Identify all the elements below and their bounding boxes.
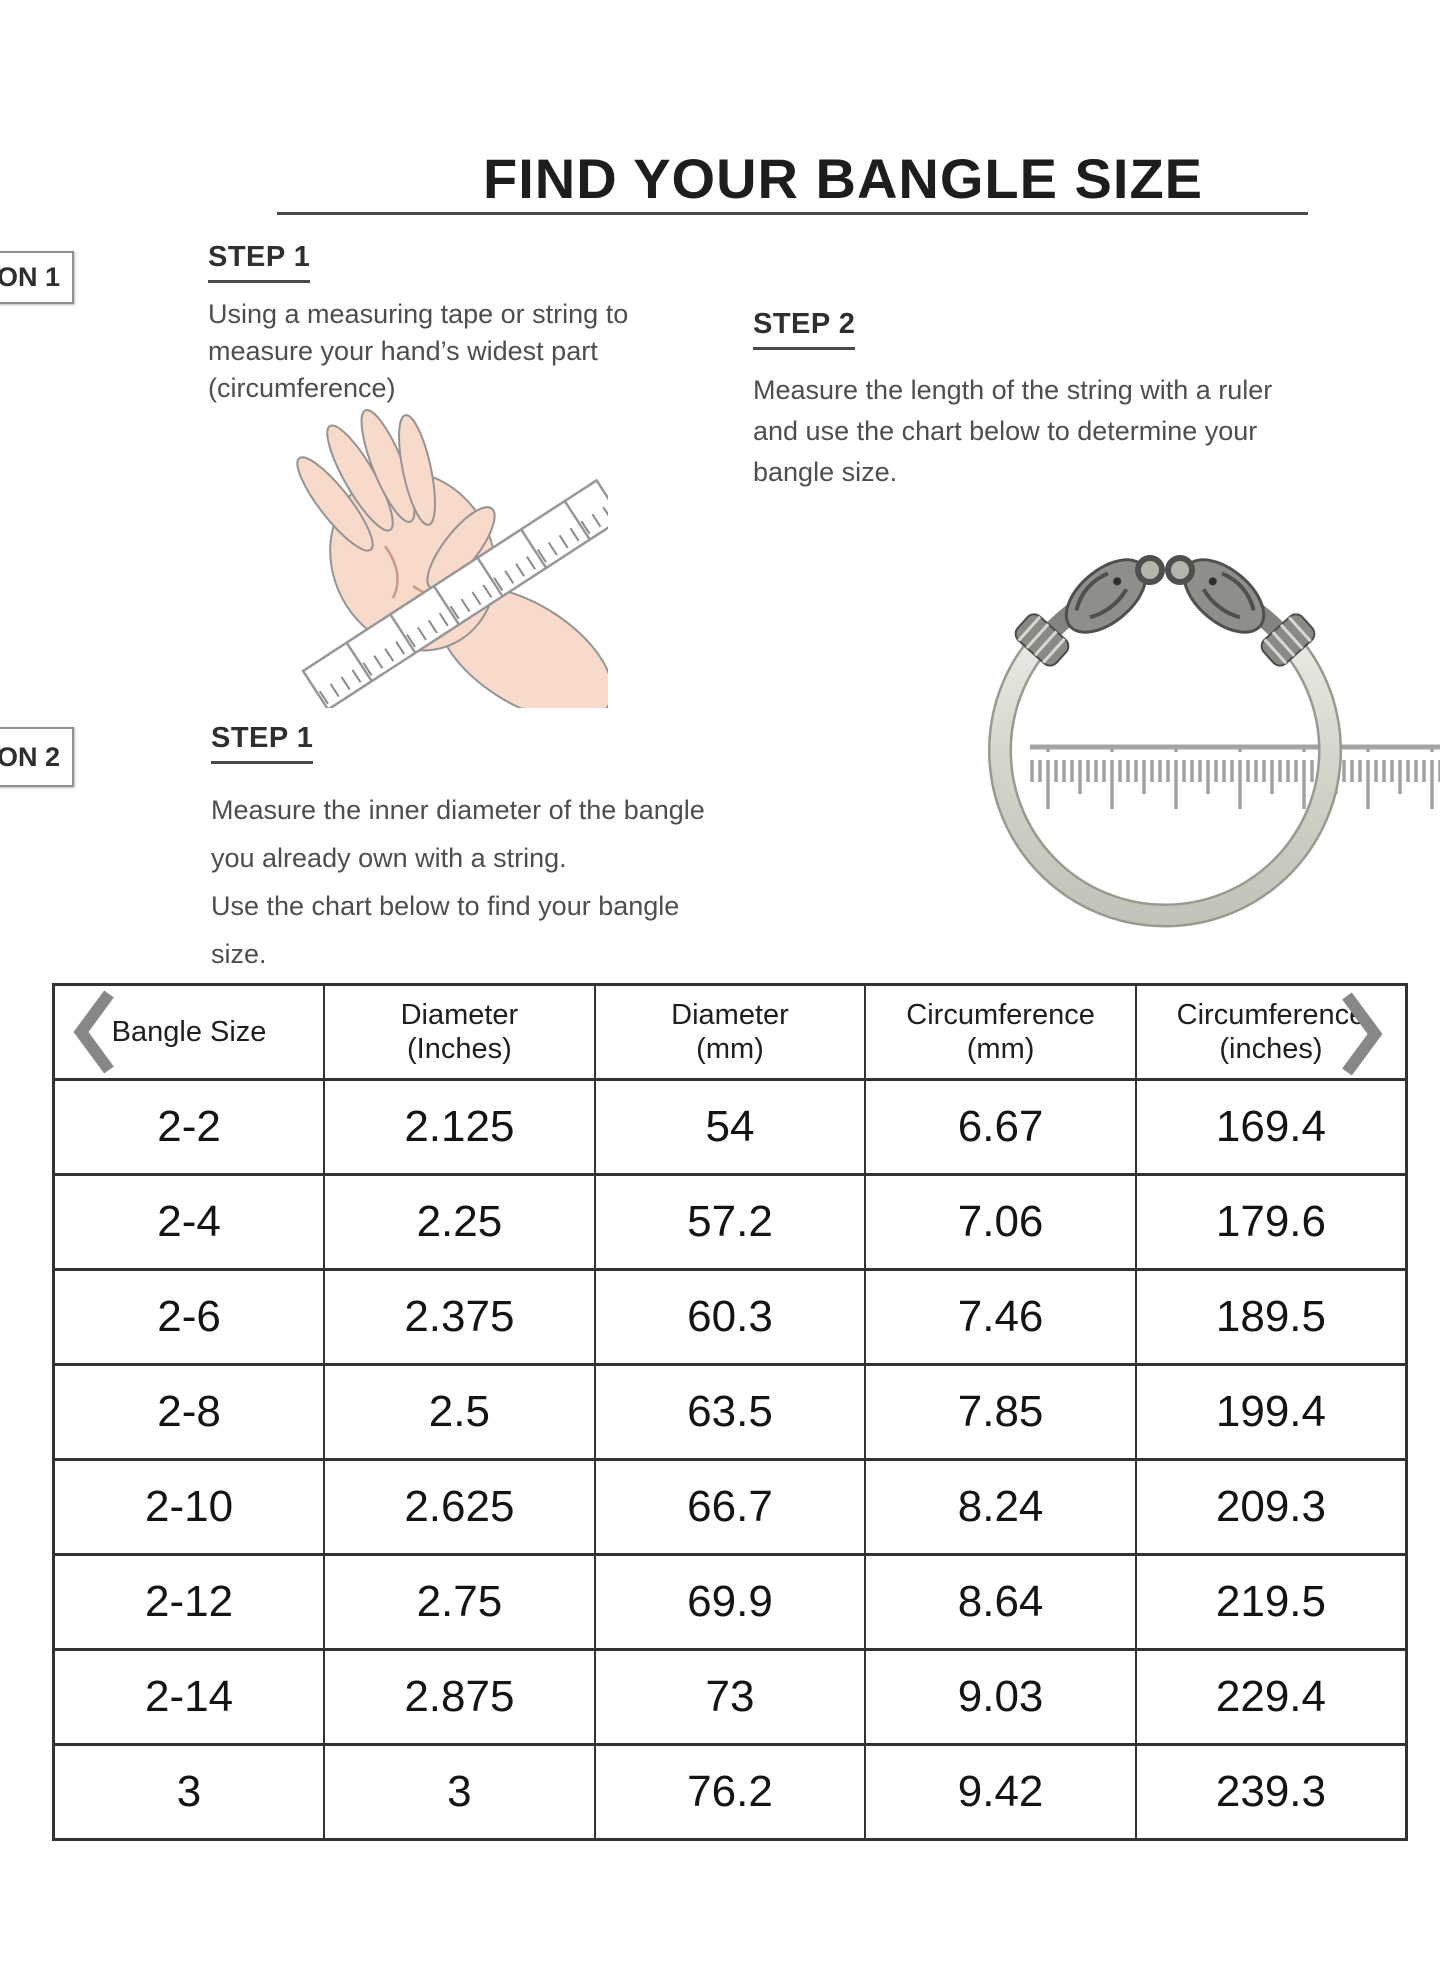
- trunk-curl-right: [1165, 555, 1195, 585]
- table-cell: 66.7: [593, 1458, 867, 1556]
- hand-measuring-tape-icon: [296, 409, 608, 708]
- table-cell: 2-12: [52, 1553, 326, 1651]
- table-cell: 2-14: [52, 1648, 326, 1746]
- prev-arrow-button[interactable]: [72, 988, 118, 1076]
- measuring-tape-icon: [301, 478, 608, 708]
- table-cell: 57.2: [593, 1173, 867, 1271]
- option1-badge: ON 1: [0, 251, 74, 304]
- table-row: 2-6 2.375 60.3 7.46 189.5: [52, 1268, 1408, 1366]
- table-cell: 6.67: [864, 1078, 1137, 1176]
- table-cell: 169.4: [1134, 1078, 1408, 1176]
- table-row: 2-2 2.125 54 6.67 169.4: [52, 1078, 1408, 1176]
- option2-badge-label: ON 2: [0, 741, 60, 772]
- table-cell: 2-8: [52, 1363, 326, 1461]
- table-cell: 2.25: [323, 1173, 596, 1271]
- table-cell: 3: [52, 1743, 326, 1841]
- table-cell: 189.5: [1134, 1268, 1408, 1366]
- table-cell: 179.6: [1134, 1173, 1408, 1271]
- table-cell: 9.42: [864, 1743, 1137, 1841]
- rope-band-right: [1260, 613, 1316, 667]
- table-cell: 3: [323, 1743, 596, 1841]
- title-underline: [277, 212, 1308, 215]
- table-cell: 2.375: [323, 1268, 596, 1366]
- table-cell: 219.5: [1134, 1553, 1408, 1651]
- table-cell: 2-6: [52, 1268, 326, 1366]
- trunk-curl-left: [1135, 555, 1165, 585]
- table-cell: 8.24: [864, 1458, 1137, 1556]
- table-cell: 2.875: [323, 1648, 596, 1746]
- table-header-row: Bangle Size Diameter (Inches) Diameter (…: [52, 984, 1408, 1081]
- table-cell: 2.75: [323, 1553, 596, 1651]
- size-table: Bangle Size Diameter (Inches) Diameter (…: [52, 983, 1408, 1841]
- table-row: 2-8 2.5 63.5 7.85 199.4: [52, 1363, 1408, 1461]
- page-title: FIND YOUR BANGLE SIZE: [483, 147, 1204, 210]
- rope-band-left: [1014, 613, 1070, 667]
- table-cell: 239.3: [1134, 1743, 1408, 1841]
- table-row: 2-12 2.75 69.9 8.64 219.5: [52, 1553, 1408, 1651]
- table-cell: 2-4: [52, 1173, 326, 1271]
- chevron-right-icon: [1342, 992, 1383, 1076]
- table-cell: 9.03: [864, 1648, 1137, 1746]
- option1-step1-instructions: Using a measuring tape or string to meas…: [208, 299, 629, 403]
- table-cell: 7.46: [864, 1268, 1137, 1366]
- table-cell: 2-10: [52, 1458, 326, 1556]
- option2-step1-heading: STEP 1: [211, 722, 314, 764]
- table-cell: 2.5: [323, 1363, 596, 1461]
- table-row: 2-10 2.625 66.7 8.24 209.3: [52, 1458, 1408, 1556]
- table-cell: 76.2: [593, 1743, 867, 1841]
- option1-step2-heading: STEP 2: [753, 308, 856, 350]
- table-cell: 54: [593, 1078, 867, 1176]
- column-header-circumference-mm: Circumference (mm): [864, 984, 1137, 1081]
- column-header-diameter-inches: Diameter (Inches): [323, 984, 596, 1081]
- option1-badge-label: ON 1: [0, 262, 60, 292]
- next-arrow-button[interactable]: [1338, 990, 1384, 1078]
- table-cell: 8.64: [864, 1553, 1137, 1651]
- option1-step1-heading: STEP 1: [208, 241, 311, 283]
- option1-step2-instructions: Measure the length of the string with a …: [753, 375, 1273, 487]
- table-cell: 2-2: [52, 1078, 326, 1176]
- table-cell: 2.625: [323, 1458, 596, 1556]
- table-row: 2-4 2.25 57.2 7.06 179.6: [52, 1173, 1408, 1271]
- chevron-left-icon: [73, 990, 114, 1074]
- table-cell: 2.125: [323, 1078, 596, 1176]
- table-cell: 60.3: [593, 1268, 867, 1366]
- option2-badge: ON 2: [0, 727, 74, 787]
- bangle-ruler-photo: [988, 555, 1440, 928]
- table-cell: 199.4: [1134, 1363, 1408, 1461]
- table-cell: 209.3: [1134, 1458, 1408, 1556]
- table-cell: 63.5: [593, 1363, 867, 1461]
- table-row: 2-14 2.875 73 9.03 229.4: [52, 1648, 1408, 1746]
- table-row: 3 3 76.2 9.42 239.3: [52, 1743, 1408, 1841]
- table-cell: 7.85: [864, 1363, 1137, 1461]
- table-cell: 229.4: [1134, 1648, 1408, 1746]
- column-header-circumference-inches: Circumference (inches): [1134, 984, 1408, 1081]
- table-cell: 73: [593, 1648, 867, 1746]
- ruler-icon: [1030, 744, 1440, 809]
- option2-step1-instructions: Measure the inner diameter of the bangle…: [211, 795, 705, 969]
- table-cell: 69.9: [593, 1553, 867, 1651]
- table-cell: 7.06: [864, 1173, 1137, 1271]
- column-header-diameter-mm: Diameter (mm): [593, 984, 867, 1081]
